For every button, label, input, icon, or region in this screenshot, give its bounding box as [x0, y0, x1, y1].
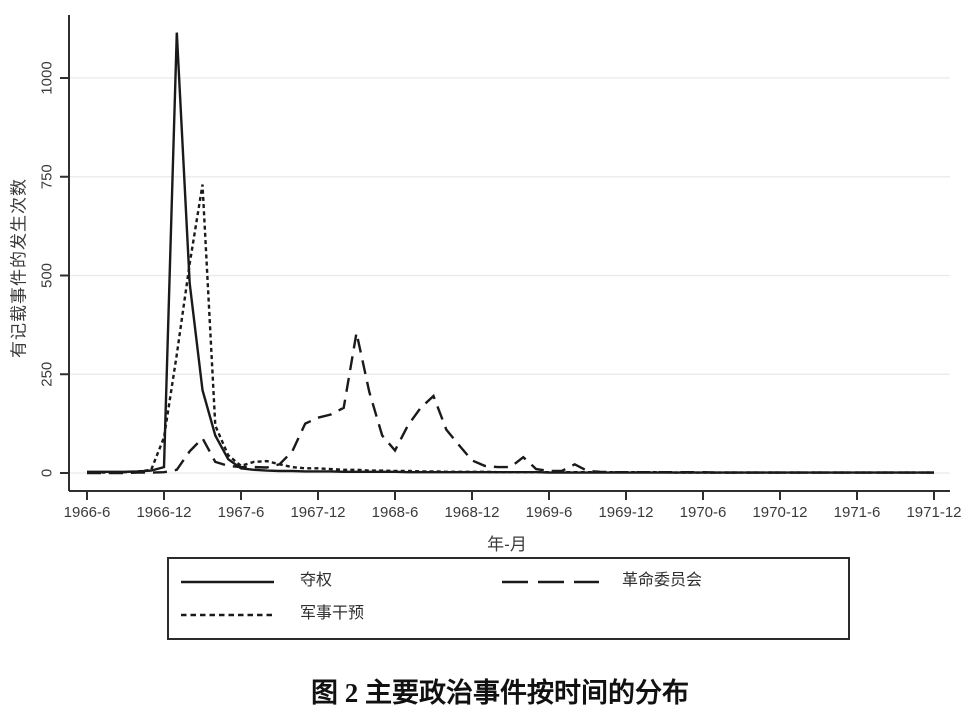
x-tick-label: 1966-12: [136, 504, 191, 521]
x-tick-label: 1971-12: [906, 504, 961, 521]
series-line-revolutionary-committee: [87, 332, 934, 475]
x-tick-label: 1967-12: [290, 504, 345, 521]
y-tick-label: 0: [38, 469, 55, 477]
figure-caption: 图 2 主要政治事件按时间的分布: [311, 678, 689, 708]
legend: 夺权 革命委员会 军事干预: [167, 557, 850, 640]
x-tick-label: 1968-12: [444, 504, 499, 521]
y-tick-label: 500: [38, 263, 55, 288]
x-tick-label: 1971-6: [834, 504, 881, 521]
legend-item-label-revolutionary-committee: 革命委员会: [622, 572, 703, 589]
y-tick-label: 1000: [38, 61, 55, 94]
legend-item-label-military-intervention: 军事干预: [300, 605, 365, 622]
x-axis-title: 年-月: [487, 535, 527, 554]
legend-item-label-power-seizure: 夺权: [300, 572, 333, 589]
x-tick-label: 1969-12: [598, 504, 653, 521]
x-tick-label: 1970-6: [680, 504, 727, 521]
y-tick-label: 250: [38, 362, 55, 387]
y-axis-title: 有记载事件的发生次数: [9, 178, 29, 358]
legend-line-sample-military-intervention: [181, 613, 275, 617]
series-line-military-intervention: [87, 184, 934, 474]
legend-line-sample-revolutionary-committee: [502, 580, 599, 584]
x-tick-label: 1970-12: [752, 504, 807, 521]
x-tick-label: 1967-6: [218, 504, 265, 521]
x-tick-label: 1969-6: [526, 504, 573, 521]
x-tick-label: 1968-6: [372, 504, 419, 521]
x-tick-label: 1966-6: [64, 504, 111, 521]
line-chart: 0 250 500 750 1000 1966-6 1966-12 1967-6 1967-12…: [38, 15, 962, 521]
y-tick-label: 750: [38, 164, 55, 189]
legend-line-sample-power-seizure: [181, 580, 274, 584]
